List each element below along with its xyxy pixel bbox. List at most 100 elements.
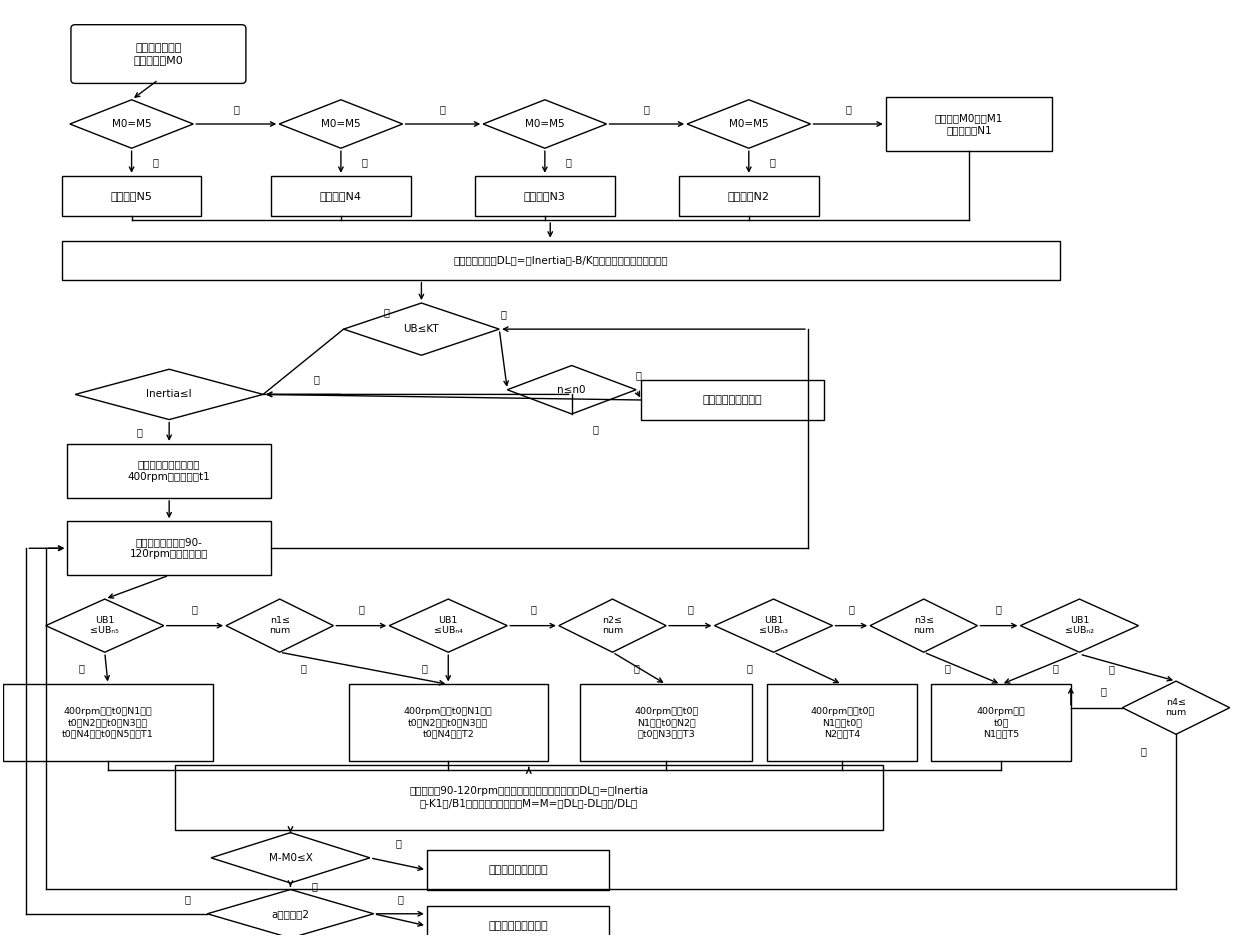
Text: M-M0≤X: M-M0≤X — [269, 853, 312, 863]
Polygon shape — [870, 599, 977, 652]
Text: n1≤
num: n1≤ num — [269, 616, 290, 635]
Text: 否: 否 — [440, 104, 446, 114]
Text: 计算此时干布重DL干=（Inertia干-B/K，洗涤、漂洗达到脱水阶段: 计算此时干布重DL干=（Inertia干-B/K，洗涤、漂洗达到脱水阶段 — [454, 255, 668, 265]
Text: 否: 否 — [185, 894, 191, 904]
Text: 否: 否 — [848, 604, 854, 613]
Text: 是: 是 — [383, 308, 389, 317]
Text: 是: 是 — [565, 157, 572, 167]
Text: 400rpm运行t0，N1运行
t0，N2运行t0，N3运行
t0，N4运行t0，N5运行T1: 400rpm运行t0，N1运行 t0，N2运行t0，N3运行 t0，N4运行t0… — [62, 707, 154, 738]
Text: 保持转速为90-120rpm进行称重检测，计算湿布计算DL湿=（Inertia
湿-K1）/B1，并计算当前含水率M=M=（DL湿-DL干）/DL干: 保持转速为90-120rpm进行称重检测，计算湿布计算DL湿=（Inertia … — [409, 786, 649, 809]
Text: 否: 否 — [644, 104, 650, 114]
Bar — [348, 685, 548, 761]
Text: 否: 否 — [687, 604, 693, 613]
Text: M0=M5: M0=M5 — [525, 119, 564, 129]
Text: 是: 是 — [136, 427, 143, 437]
Bar — [67, 522, 272, 575]
Polygon shape — [207, 889, 373, 938]
Text: n3≤
num: n3≤ num — [913, 616, 935, 635]
Text: 是: 是 — [746, 663, 753, 673]
Text: 显示转速N5: 显示转速N5 — [110, 190, 153, 201]
Text: 用户开机并设置
衣物含水率M0: 用户开机并设置 衣物含水率M0 — [134, 43, 184, 66]
Text: 否: 否 — [314, 374, 320, 385]
Text: UB≤KT: UB≤KT — [403, 325, 439, 334]
Bar — [641, 380, 823, 420]
Text: 是: 是 — [945, 663, 950, 673]
Text: 400rpm运行t0，
N1运行t0，N2运
行t0，N3运行T3: 400rpm运行t0， N1运行t0，N2运 行t0，N3运行T3 — [634, 707, 698, 738]
Polygon shape — [1021, 599, 1138, 652]
Bar — [62, 240, 1060, 280]
Bar — [175, 764, 883, 830]
Polygon shape — [76, 370, 263, 419]
Bar — [680, 175, 818, 216]
Polygon shape — [714, 599, 832, 652]
Text: 是: 是 — [1053, 663, 1059, 673]
Text: 否: 否 — [1141, 746, 1147, 756]
Text: 显示转速N4: 显示转速N4 — [320, 190, 362, 201]
Bar — [67, 444, 272, 498]
Polygon shape — [211, 833, 370, 883]
Text: 否: 否 — [996, 604, 1002, 613]
Polygon shape — [46, 599, 164, 652]
Text: 是: 是 — [153, 157, 159, 167]
Text: M0=M5: M0=M5 — [112, 119, 151, 129]
Text: 衣物抖散、脱水结束: 衣物抖散、脱水结束 — [489, 865, 548, 875]
Text: 显示转速N3: 显示转速N3 — [525, 190, 565, 201]
Text: 是: 是 — [422, 663, 428, 673]
Text: UB1
≤UBₙ₂: UB1 ≤UBₙ₂ — [1065, 616, 1094, 635]
Text: UB1
≤UBₙ₅: UB1 ≤UBₙ₅ — [91, 616, 119, 635]
Polygon shape — [559, 599, 666, 652]
Bar — [768, 685, 918, 761]
Polygon shape — [226, 599, 334, 652]
Text: 否: 否 — [358, 604, 365, 613]
Polygon shape — [279, 99, 403, 148]
Polygon shape — [389, 599, 507, 652]
Bar — [4, 685, 212, 761]
Text: 否: 否 — [192, 604, 198, 613]
Text: Inertia≤I: Inertia≤I — [146, 389, 192, 400]
Text: 预脱水结束，转速90-
120rpm进行偏心检测: 预脱水结束，转速90- 120rpm进行偏心检测 — [130, 537, 208, 559]
Text: 是: 是 — [634, 663, 639, 673]
Bar — [885, 97, 1052, 151]
Text: 否: 否 — [636, 370, 642, 380]
Text: n4≤
num: n4≤ num — [1166, 698, 1187, 718]
Text: M0=M5: M0=M5 — [321, 119, 361, 129]
Text: 400rpm运行
t0，
N1运行T5: 400rpm运行 t0， N1运行T5 — [977, 707, 1025, 738]
Text: 是: 是 — [770, 157, 775, 167]
Text: 否: 否 — [311, 882, 317, 891]
Text: 置含水率M0等于M1
并显示转速N1: 置含水率M0等于M1 并显示转速N1 — [935, 113, 1003, 135]
Bar — [62, 175, 201, 216]
Polygon shape — [507, 366, 636, 414]
Text: 是: 是 — [300, 663, 306, 673]
Text: 否: 否 — [233, 104, 239, 114]
Bar — [427, 906, 609, 938]
Text: 是: 是 — [396, 838, 402, 848]
Text: 否: 否 — [500, 310, 506, 319]
Text: 是: 是 — [397, 894, 403, 904]
Text: 衣物抖散、脱水结束: 衣物抖散、脱水结束 — [703, 395, 763, 405]
Polygon shape — [69, 99, 193, 148]
Polygon shape — [343, 303, 500, 356]
Text: UB1
≤UBₙ₄: UB1 ≤UBₙ₄ — [434, 616, 463, 635]
Text: M0=M5: M0=M5 — [729, 119, 769, 129]
Bar — [427, 850, 609, 890]
Text: 否: 否 — [846, 104, 851, 114]
Bar — [272, 175, 410, 216]
Text: UB1
≤UBₙ₃: UB1 ≤UBₙ₃ — [759, 616, 787, 635]
Text: n≤n0: n≤n0 — [558, 385, 587, 395]
Text: 进入预脱水，转速达到
400rpm后运行时间t1: 进入预脱水，转速达到 400rpm后运行时间t1 — [128, 460, 211, 482]
Bar — [475, 175, 615, 216]
Bar — [931, 685, 1071, 761]
Polygon shape — [1122, 681, 1230, 734]
Text: 是: 是 — [1100, 686, 1106, 696]
Bar — [580, 685, 751, 761]
Polygon shape — [484, 99, 606, 148]
Polygon shape — [687, 99, 811, 148]
Text: n2≤
num: n2≤ num — [601, 616, 624, 635]
Text: 400rpm运行t0，N1运行
t0，N2运行t0，N3运行
t0，N4运行T2: 400rpm运行t0，N1运行 t0，N2运行t0，N3运行 t0，N4运行T2 — [404, 707, 492, 738]
Text: 否: 否 — [1109, 664, 1115, 674]
Text: 衣物抖散、脱水结束: 衣物抖散、脱水结束 — [489, 921, 548, 930]
Text: 是: 是 — [362, 157, 367, 167]
Text: a是否等于2: a是否等于2 — [272, 909, 310, 919]
Text: 否: 否 — [531, 604, 536, 613]
Text: 是: 是 — [593, 424, 598, 434]
